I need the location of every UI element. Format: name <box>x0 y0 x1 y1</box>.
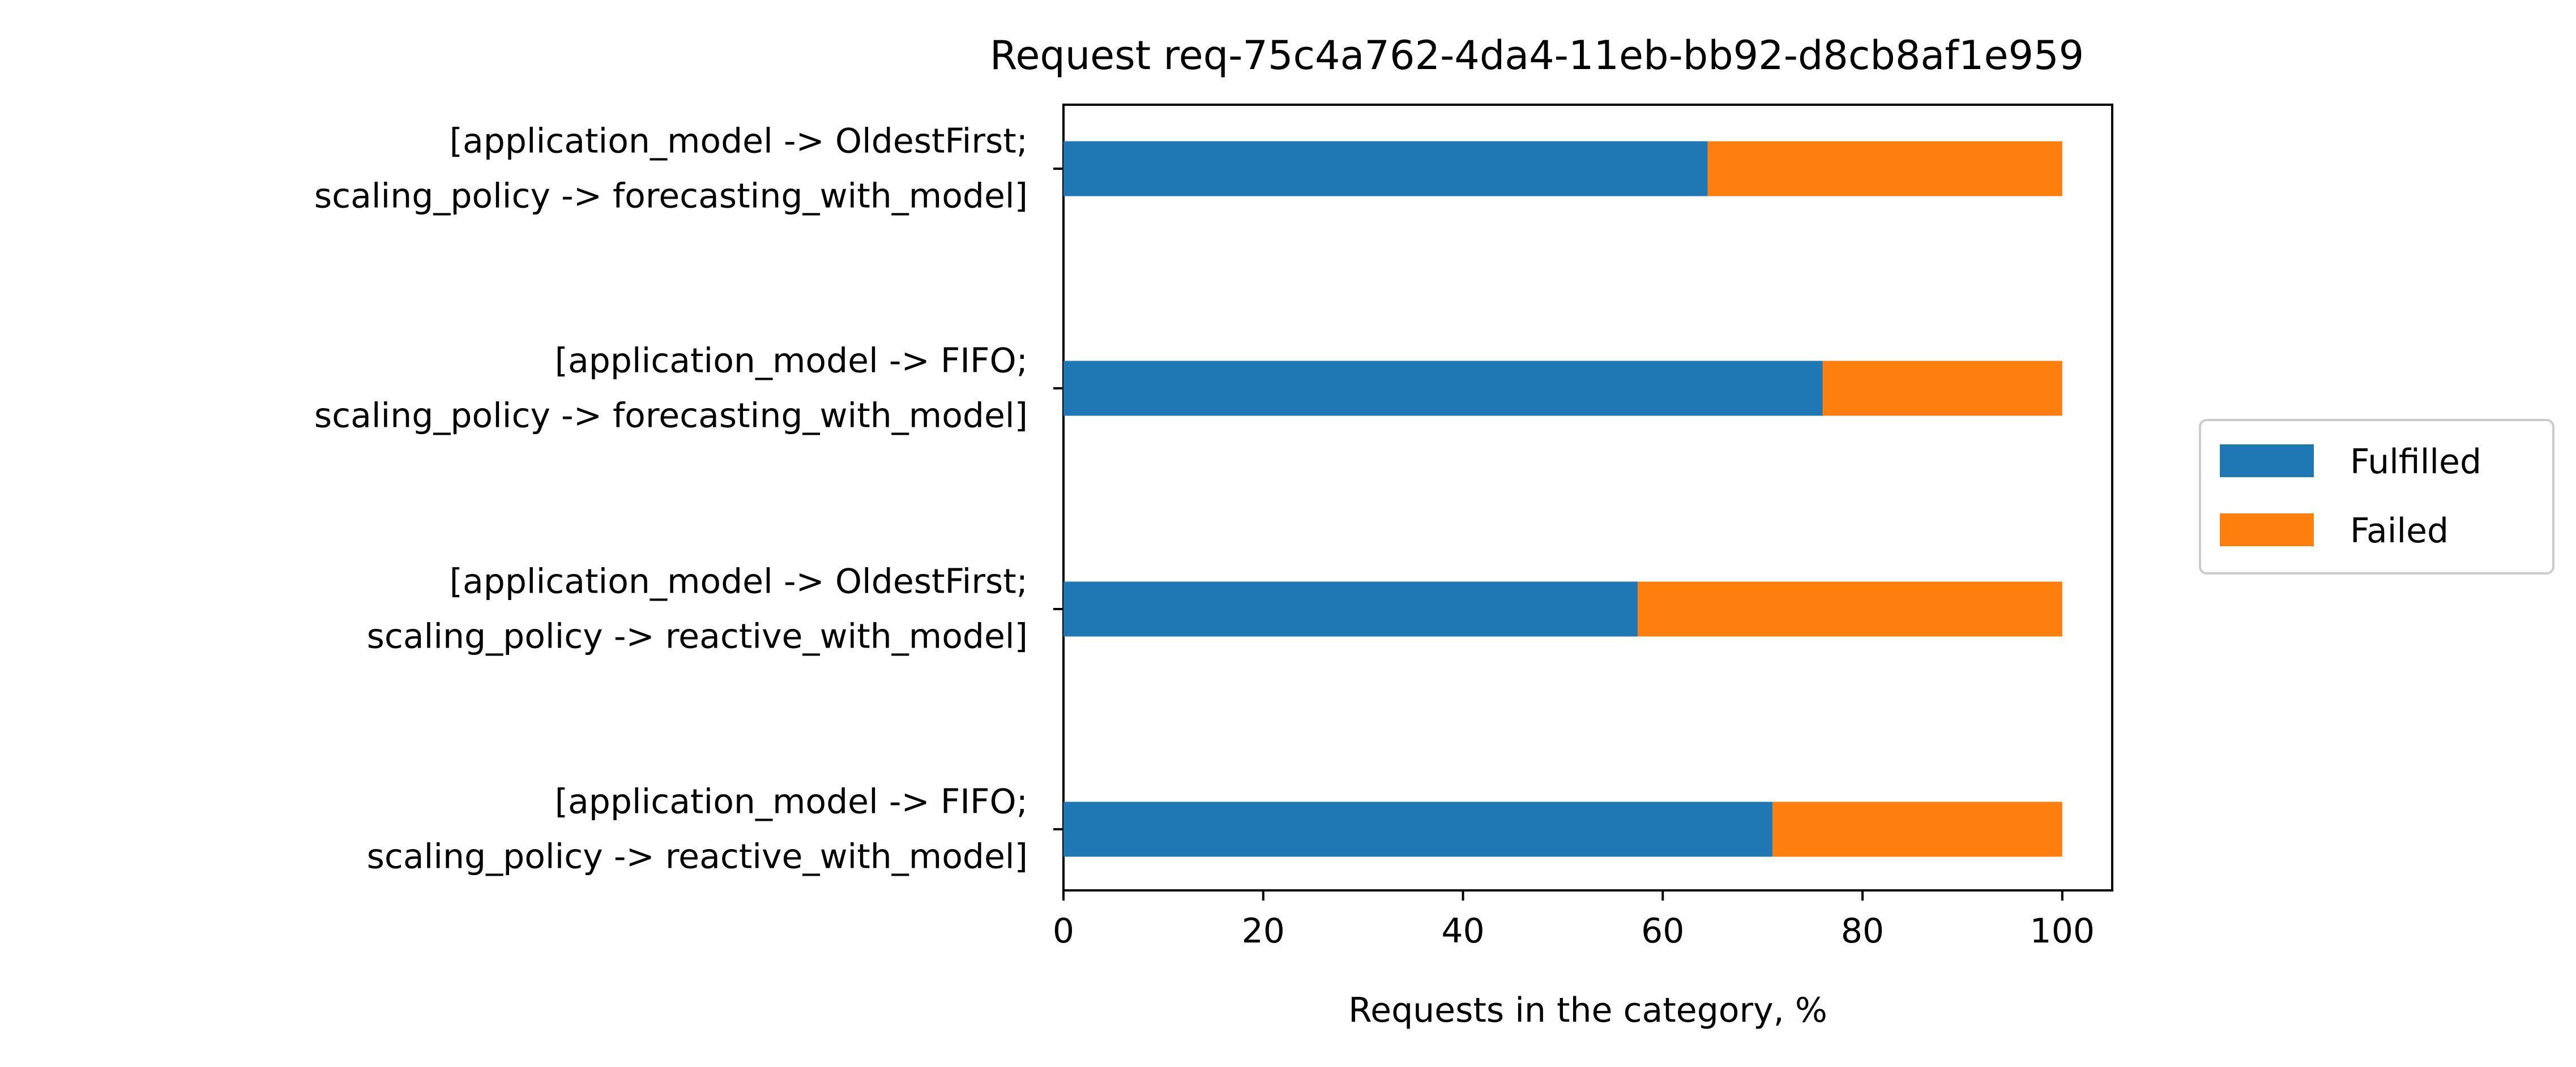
x-axis: 0 20 40 60 80 100 <box>1053 890 2095 951</box>
bar-fulfilled-1 <box>1063 361 1823 416</box>
x-tick-label: 100 <box>2030 911 2095 951</box>
y-tick-label: scaling_policy -> forecasting_with_model… <box>314 177 1028 216</box>
y-tick-label: scaling_policy -> reactive_with_model] <box>367 617 1028 657</box>
bar-fulfilled-2 <box>1063 581 1638 637</box>
x-tick-label: 40 <box>1441 911 1484 951</box>
bar-fulfilled-3 <box>1063 802 1773 857</box>
legend-label-fulfilled: Fulfilled <box>2350 442 2481 482</box>
x-axis-label: Requests in the category, % <box>1348 991 1827 1030</box>
legend-label-failed: Failed <box>2350 511 2449 551</box>
y-tick-label: [application_model -> FIFO; <box>555 782 1028 822</box>
y-axis: [application_model -> OldestFirst; scalin… <box>314 122 1063 877</box>
x-tick-label: 0 <box>1053 911 1074 951</box>
legend-swatch-failed <box>2220 513 2314 546</box>
bars <box>1063 141 2062 857</box>
plot-area <box>1062 104 2113 892</box>
bar-failed-2 <box>1638 581 2062 637</box>
bar-failed-1 <box>1822 361 2062 416</box>
chart-title: Request req-75c4a762-4da4-11eb-bb92-d8cb… <box>990 32 2084 79</box>
x-tick-label: 20 <box>1242 911 1285 951</box>
y-tick-label: [application_model -> FIFO; <box>555 341 1028 381</box>
y-tick-label: [application_model -> OldestFirst; <box>450 562 1028 602</box>
bar-fulfilled-0 <box>1063 141 1708 196</box>
x-tick-label: 60 <box>1641 911 1684 951</box>
y-tick-label: scaling_policy -> reactive_with_model] <box>367 837 1028 877</box>
bar-failed-0 <box>1707 141 2062 196</box>
legend: Fulfilled Failed <box>2199 419 2554 575</box>
legend-swatch-fulfilled <box>2220 444 2314 477</box>
y-tick-label: scaling_policy -> forecasting_with_model… <box>314 396 1028 436</box>
y-tick-label: [application_model -> OldestFirst; <box>450 122 1028 161</box>
plot-frame <box>1062 104 2113 892</box>
x-tick-label: 80 <box>1841 911 1884 951</box>
bar-failed-3 <box>1772 802 2062 857</box>
